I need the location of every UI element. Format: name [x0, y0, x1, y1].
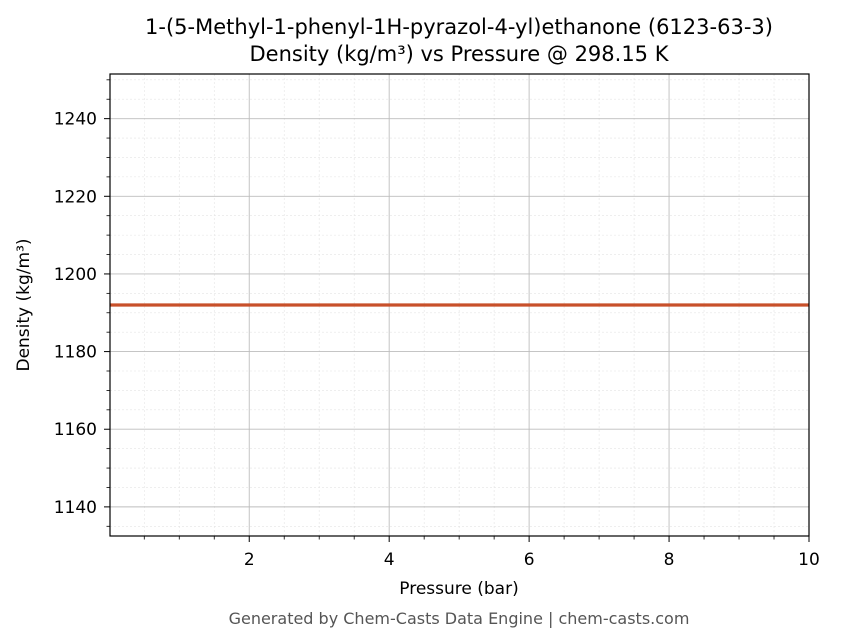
x-axis-label: Pressure (bar)	[399, 579, 518, 599]
x-tick-label: 6	[524, 550, 535, 570]
y-tick-label: 1160	[54, 420, 97, 440]
chart-title: 1-(5-Methyl-1-phenyl-1H-pyrazol-4-yl)eth…	[145, 15, 773, 39]
y-tick-label: 1140	[54, 498, 97, 518]
axis-tick-labels: 2 4 6 8 10 1140 1160 1180 1200 1220 1240	[54, 110, 820, 570]
x-tick-label: 8	[664, 550, 675, 570]
footer-credit: Generated by Chem-Casts Data Engine | ch…	[229, 609, 690, 628]
axis-ticks	[104, 79, 810, 542]
minor-grid	[110, 74, 809, 536]
x-tick-label: 2	[244, 550, 255, 570]
x-tick-label: 4	[384, 550, 395, 570]
y-tick-label: 1180	[54, 343, 97, 363]
y-tick-label: 1220	[54, 187, 97, 207]
y-axis-label: Density (kg/m³)	[14, 238, 34, 371]
x-tick-label: 10	[798, 550, 820, 570]
chart-subtitle: Density (kg/m³) vs Pressure @ 298.15 K	[249, 42, 669, 66]
y-tick-label: 1200	[54, 265, 97, 285]
y-tick-label: 1240	[54, 110, 97, 130]
